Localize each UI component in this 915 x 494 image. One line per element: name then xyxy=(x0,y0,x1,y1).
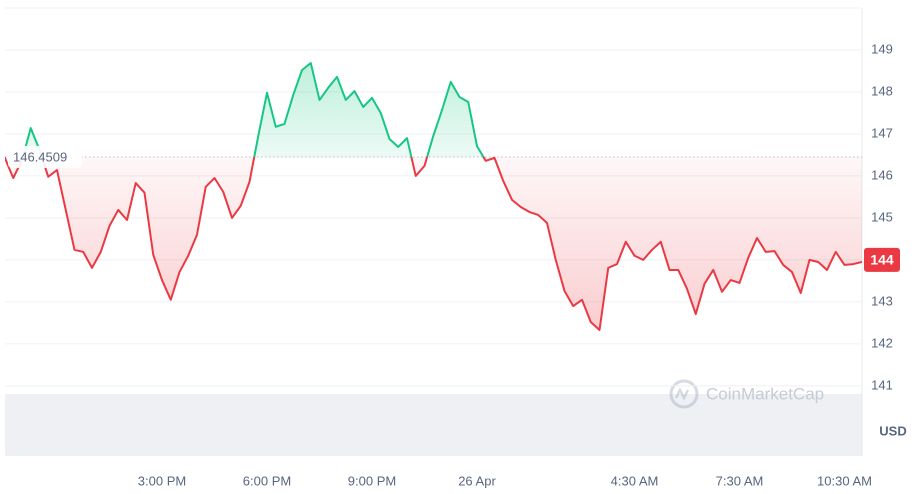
baseline-label-bg xyxy=(8,145,82,168)
current-price-tag xyxy=(864,247,900,272)
y-tick-label: 143 xyxy=(871,293,893,308)
x-tick-label: 10:30 AM xyxy=(817,473,872,488)
baseline-label: 146.4509 xyxy=(13,149,67,164)
y-axis-label: USD xyxy=(879,423,906,438)
current-price-label: 144 xyxy=(870,252,894,268)
x-tick-label: 4:30 AM xyxy=(611,473,659,488)
y-tick-label: 146 xyxy=(871,167,893,182)
x-tick-label: 7:30 AM xyxy=(716,473,764,488)
x-tick-label: 6:00 PM xyxy=(243,473,291,488)
area-fill xyxy=(5,63,862,330)
y-tick-label: 148 xyxy=(871,83,893,98)
price-line xyxy=(5,62,862,331)
y-tick-label: 142 xyxy=(871,335,893,350)
y-tick-label: 145 xyxy=(871,209,893,224)
watermark-logo xyxy=(669,379,699,409)
x-tick-label: 26 Apr xyxy=(458,473,496,488)
y-tick-label: 141 xyxy=(871,377,893,392)
x-tick-label: 3:00 PM xyxy=(138,473,186,488)
watermark: CoinMarketCap xyxy=(706,384,824,403)
y-tick-label: 149 xyxy=(871,41,893,56)
volume-band xyxy=(5,394,862,456)
x-tick-label: 9:00 PM xyxy=(348,473,396,488)
plot xyxy=(5,62,862,331)
y-tick-label: 147 xyxy=(871,125,893,140)
